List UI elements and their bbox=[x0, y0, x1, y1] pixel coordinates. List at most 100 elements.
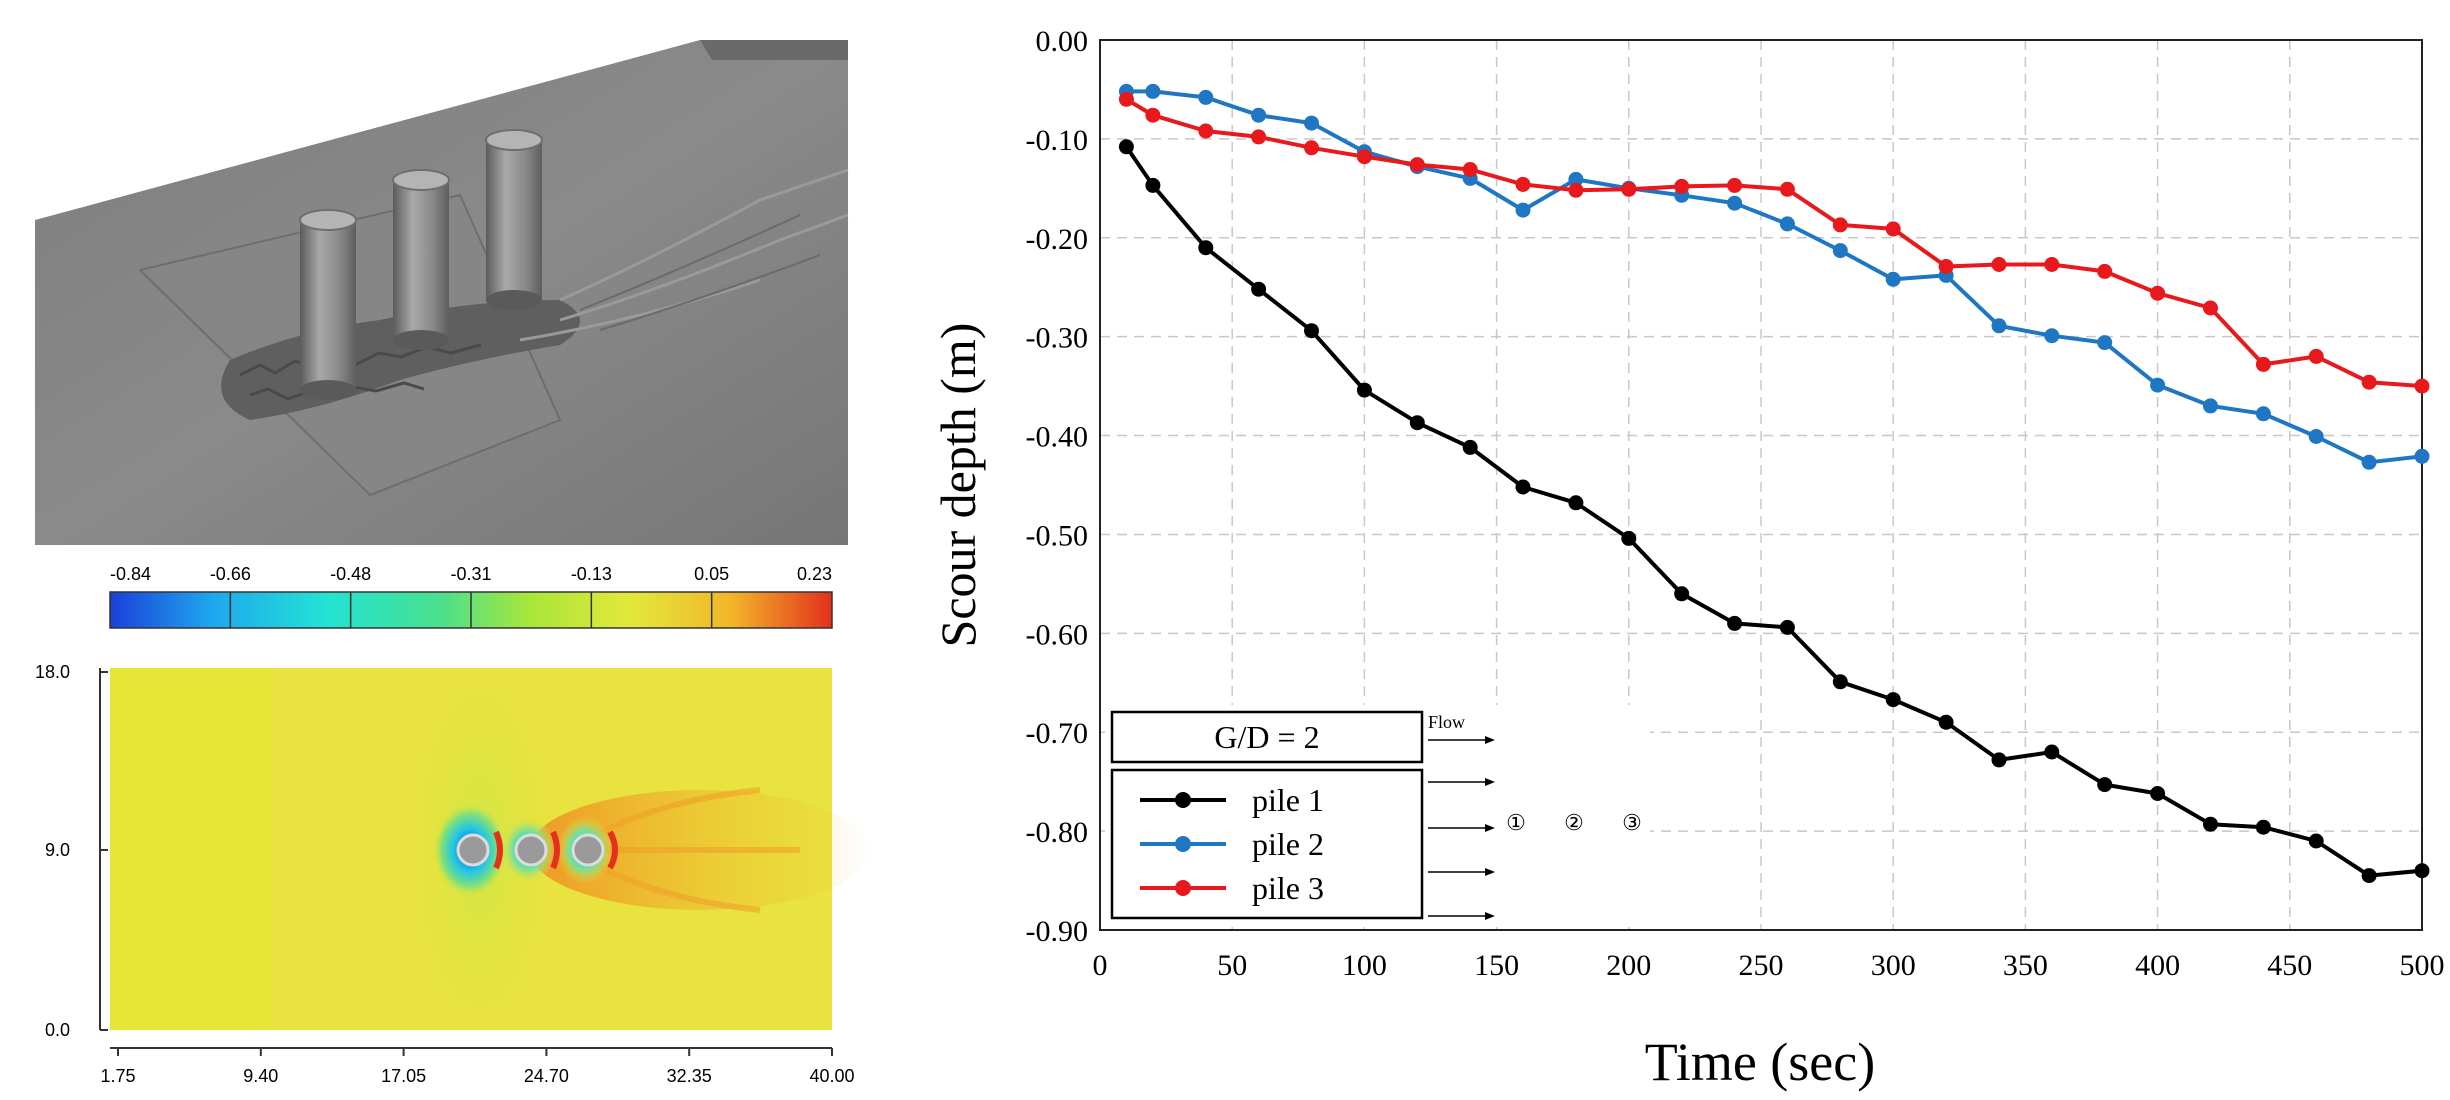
contour-y-tick-label: 18.0 bbox=[35, 662, 70, 682]
x-tick-label: 300 bbox=[1871, 949, 1916, 982]
legend-entries: pile 1 pile 2 pile 3 bbox=[1140, 782, 1324, 906]
y-tick-label: -0.90 bbox=[1026, 915, 1089, 948]
data-point bbox=[2414, 448, 2430, 464]
contour-x-tick-label: 24.70 bbox=[524, 1066, 569, 1086]
flow-inset: Flow ① ② ③ bbox=[1428, 712, 1642, 920]
data-point bbox=[1779, 181, 1795, 197]
data-point bbox=[1568, 182, 1584, 198]
x-tick-label: 400 bbox=[2135, 949, 2180, 982]
data-point bbox=[1674, 586, 1690, 602]
data-point bbox=[1304, 115, 1319, 131]
colorbar-tick-labels: -0.84 -0.66 -0.48 -0.31 -0.13 0.05 0.23 bbox=[110, 564, 832, 584]
data-point bbox=[1938, 714, 1954, 730]
y-tick-label: -0.40 bbox=[1026, 421, 1089, 454]
data-point bbox=[2097, 263, 2113, 279]
pile-circle-2 bbox=[514, 833, 548, 867]
data-point bbox=[1515, 202, 1531, 218]
pile-markers: ① ② ③ bbox=[1506, 810, 1642, 835]
legend-label: pile 1 bbox=[1252, 782, 1324, 818]
data-point bbox=[1515, 479, 1531, 495]
data-point bbox=[1832, 674, 1848, 690]
legend-label: pile 2 bbox=[1252, 826, 1324, 862]
x-tick-labels: 0 50 100 150 200 250 300 350 400 450 500 bbox=[1093, 949, 2445, 982]
data-point bbox=[1727, 195, 1743, 211]
data-point bbox=[1885, 221, 1901, 237]
y-tick-label: -0.50 bbox=[1026, 519, 1089, 552]
data-point bbox=[1198, 240, 1214, 256]
data-point bbox=[1991, 752, 2007, 768]
pile-cylinder-1 bbox=[299, 209, 357, 400]
flow-arrow-head bbox=[1485, 778, 1495, 786]
colorbar-tick-label: -0.31 bbox=[450, 564, 491, 584]
data-point bbox=[1727, 177, 1743, 193]
pile-deposition bbox=[493, 830, 618, 870]
x-tick-label: 200 bbox=[1606, 949, 1651, 982]
data-point bbox=[1251, 281, 1267, 297]
data-point bbox=[1674, 178, 1690, 194]
legend-marker bbox=[1175, 836, 1191, 852]
data-point bbox=[2044, 744, 2060, 760]
plot-frame bbox=[1099, 39, 2423, 931]
data-point bbox=[1145, 83, 1161, 99]
contour-y-tick-label: 0.0 bbox=[45, 1020, 70, 1040]
data-point bbox=[2255, 356, 2271, 372]
wake-streaks-dark bbox=[579, 214, 821, 331]
data-point bbox=[1991, 318, 2007, 334]
contour-x-tick-label: 17.05 bbox=[381, 1066, 426, 1086]
data-point bbox=[1356, 382, 1372, 398]
data-point bbox=[1251, 107, 1267, 123]
data-point bbox=[1885, 271, 1901, 287]
data-point bbox=[1568, 495, 1584, 511]
colorbar-tick-label: 0.23 bbox=[797, 564, 832, 584]
colorbar-tick-label: -0.48 bbox=[330, 564, 371, 584]
contour-band-left bbox=[110, 668, 270, 1030]
colorbar-tick-label: -0.13 bbox=[571, 564, 612, 584]
flow-arrow-head bbox=[1485, 868, 1495, 876]
data-point bbox=[2361, 374, 2377, 390]
colorbar-tick-label: -0.66 bbox=[210, 564, 251, 584]
colorbar-tick-label: -0.84 bbox=[110, 564, 151, 584]
data-point bbox=[1991, 257, 2007, 272]
data-point bbox=[2361, 868, 2377, 884]
data-point bbox=[2044, 328, 2060, 344]
data-point bbox=[1621, 530, 1637, 546]
x-tick-label: 0 bbox=[1093, 949, 1108, 982]
data-point bbox=[1885, 692, 1901, 708]
colorbar: -0.84 -0.66 -0.48 -0.31 -0.13 0.05 0.23 bbox=[109, 564, 833, 629]
data-point bbox=[2044, 257, 2060, 272]
scour-depth-chart: 0.00 -0.10 -0.20 -0.30 -0.40 -0.50 -0.60 -0.70 -… bbox=[930, 25, 2445, 1092]
data-point bbox=[1515, 176, 1531, 192]
contour-tick-labels: 18.0 9.0 0.0 1.75 9.40 17.05 24.70 32.35 40.00 bbox=[35, 662, 855, 1086]
data-point bbox=[1832, 243, 1848, 259]
y-tick-label: -0.30 bbox=[1026, 322, 1089, 355]
data-point bbox=[1462, 162, 1478, 177]
pile-cylinder-3 bbox=[485, 129, 543, 310]
pile-marker: ② bbox=[1564, 810, 1584, 835]
data-point bbox=[1779, 619, 1795, 635]
x-tick-label: 100 bbox=[1342, 949, 1387, 982]
y-tick-label: -0.20 bbox=[1026, 223, 1089, 256]
pile-cylinder-2 bbox=[392, 169, 450, 350]
data-point bbox=[1938, 259, 1954, 274]
contour-y-tick-label: 9.0 bbox=[45, 840, 70, 860]
contour-x-tick-label: 40.00 bbox=[809, 1066, 854, 1086]
flow-label: Flow bbox=[1428, 712, 1465, 732]
data-point bbox=[2150, 786, 2166, 801]
pile-marker: ① bbox=[1506, 810, 1526, 835]
data-point bbox=[2203, 398, 2218, 414]
data-point bbox=[1198, 89, 1214, 105]
data-point bbox=[1145, 177, 1161, 193]
x-tick-label: 250 bbox=[1739, 949, 1784, 982]
legend-marker bbox=[1175, 792, 1191, 808]
legend: G/D = 2 pile 1 pile 2 pile 3 bbox=[1110, 710, 1424, 920]
x-tick-label: 450 bbox=[2267, 949, 2312, 982]
pile-circle-1 bbox=[456, 833, 490, 867]
data-point bbox=[2150, 285, 2166, 301]
x-tick-label: 50 bbox=[1217, 949, 1247, 982]
y-tick-labels: 0.00 -0.10 -0.20 -0.30 -0.40 -0.50 -0.60 -0.70 -… bbox=[1026, 25, 1089, 948]
data-point bbox=[2150, 377, 2166, 393]
bed-3d-render bbox=[35, 40, 849, 545]
contour-x-tick-label: 32.35 bbox=[667, 1066, 712, 1086]
data-point bbox=[2097, 777, 2113, 793]
